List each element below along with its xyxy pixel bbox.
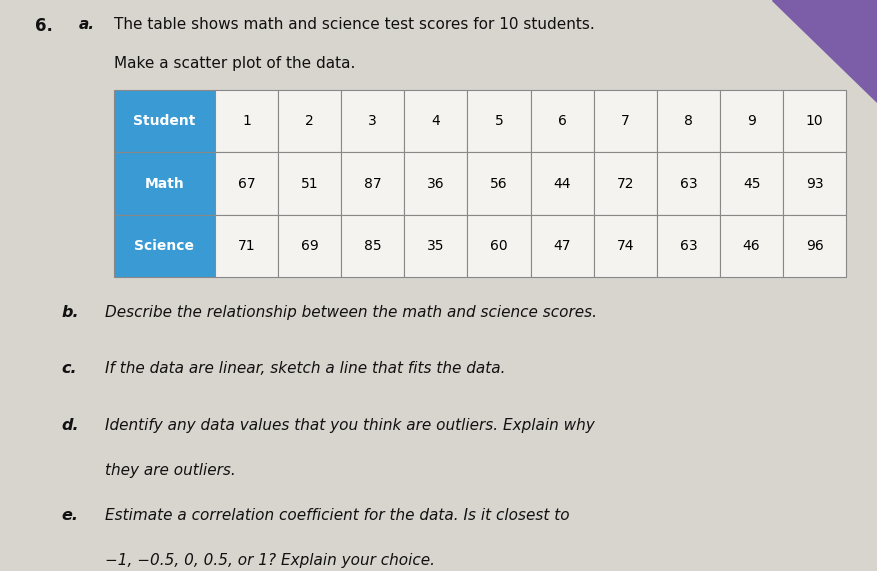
Text: e.: e. (61, 508, 78, 523)
FancyBboxPatch shape (720, 152, 783, 215)
Text: 93: 93 (806, 176, 824, 191)
Text: Describe the relationship between the math and science scores.: Describe the relationship between the ma… (105, 305, 597, 320)
Text: Estimate a correlation coefficient for the data. Is it closest to: Estimate a correlation coefficient for t… (105, 508, 570, 523)
Text: If the data are linear, sketch a line that fits the data.: If the data are linear, sketch a line th… (105, 361, 506, 376)
Text: 85: 85 (364, 239, 381, 253)
Text: 6.: 6. (35, 17, 53, 35)
Text: they are outliers.: they are outliers. (105, 463, 236, 478)
Text: 3: 3 (368, 114, 377, 128)
FancyBboxPatch shape (594, 215, 657, 277)
FancyBboxPatch shape (783, 152, 846, 215)
Text: −1, −0.5, 0, 0.5, or 1? Explain your choice.: −1, −0.5, 0, 0.5, or 1? Explain your cho… (105, 553, 435, 569)
Text: 56: 56 (490, 176, 508, 191)
Text: Student: Student (133, 114, 196, 128)
Text: Science: Science (134, 239, 195, 253)
Text: 6: 6 (558, 114, 567, 128)
Text: 96: 96 (806, 239, 824, 253)
Text: 47: 47 (553, 239, 571, 253)
Text: 71: 71 (238, 239, 255, 253)
FancyBboxPatch shape (531, 215, 594, 277)
Text: 87: 87 (364, 176, 381, 191)
FancyBboxPatch shape (215, 215, 278, 277)
Text: 45: 45 (743, 176, 760, 191)
FancyBboxPatch shape (657, 90, 720, 152)
Text: Math: Math (145, 176, 184, 191)
FancyBboxPatch shape (783, 215, 846, 277)
FancyBboxPatch shape (114, 152, 215, 215)
FancyBboxPatch shape (114, 90, 215, 152)
FancyBboxPatch shape (467, 215, 531, 277)
FancyBboxPatch shape (278, 152, 341, 215)
Text: 10: 10 (806, 114, 824, 128)
Text: 36: 36 (427, 176, 445, 191)
FancyBboxPatch shape (720, 90, 783, 152)
Text: c.: c. (61, 361, 77, 376)
Text: 67: 67 (238, 176, 255, 191)
FancyBboxPatch shape (783, 90, 846, 152)
Text: 35: 35 (427, 239, 445, 253)
Text: 72: 72 (617, 176, 634, 191)
FancyBboxPatch shape (594, 90, 657, 152)
FancyBboxPatch shape (467, 152, 531, 215)
Polygon shape (772, 0, 877, 102)
FancyBboxPatch shape (114, 215, 215, 277)
FancyBboxPatch shape (341, 152, 404, 215)
FancyBboxPatch shape (594, 152, 657, 215)
Text: Identify any data values that you think are outliers. Explain why: Identify any data values that you think … (105, 418, 595, 433)
Text: a.: a. (79, 17, 95, 32)
FancyBboxPatch shape (278, 90, 341, 152)
Text: 60: 60 (490, 239, 508, 253)
Text: 74: 74 (617, 239, 634, 253)
FancyBboxPatch shape (341, 215, 404, 277)
Text: 7: 7 (621, 114, 630, 128)
FancyBboxPatch shape (341, 90, 404, 152)
FancyBboxPatch shape (720, 215, 783, 277)
Text: 9: 9 (747, 114, 756, 128)
FancyBboxPatch shape (531, 152, 594, 215)
FancyBboxPatch shape (404, 152, 467, 215)
FancyBboxPatch shape (404, 90, 467, 152)
Text: Make a scatter plot of the data.: Make a scatter plot of the data. (114, 57, 355, 71)
FancyBboxPatch shape (278, 215, 341, 277)
Text: 44: 44 (553, 176, 571, 191)
Text: 1: 1 (242, 114, 251, 128)
Text: 69: 69 (301, 239, 318, 253)
Text: 51: 51 (301, 176, 318, 191)
Text: d.: d. (61, 418, 79, 433)
Text: 63: 63 (680, 239, 697, 253)
FancyBboxPatch shape (657, 152, 720, 215)
Text: 2: 2 (305, 114, 314, 128)
FancyBboxPatch shape (404, 215, 467, 277)
Text: 4: 4 (431, 114, 440, 128)
Text: 8: 8 (684, 114, 693, 128)
FancyBboxPatch shape (215, 90, 278, 152)
Text: 5: 5 (495, 114, 503, 128)
FancyBboxPatch shape (467, 90, 531, 152)
Text: b.: b. (61, 305, 79, 320)
FancyBboxPatch shape (531, 90, 594, 152)
Text: The table shows math and science test scores for 10 students.: The table shows math and science test sc… (114, 17, 595, 32)
Text: 46: 46 (743, 239, 760, 253)
FancyBboxPatch shape (215, 152, 278, 215)
Text: 63: 63 (680, 176, 697, 191)
FancyBboxPatch shape (657, 215, 720, 277)
